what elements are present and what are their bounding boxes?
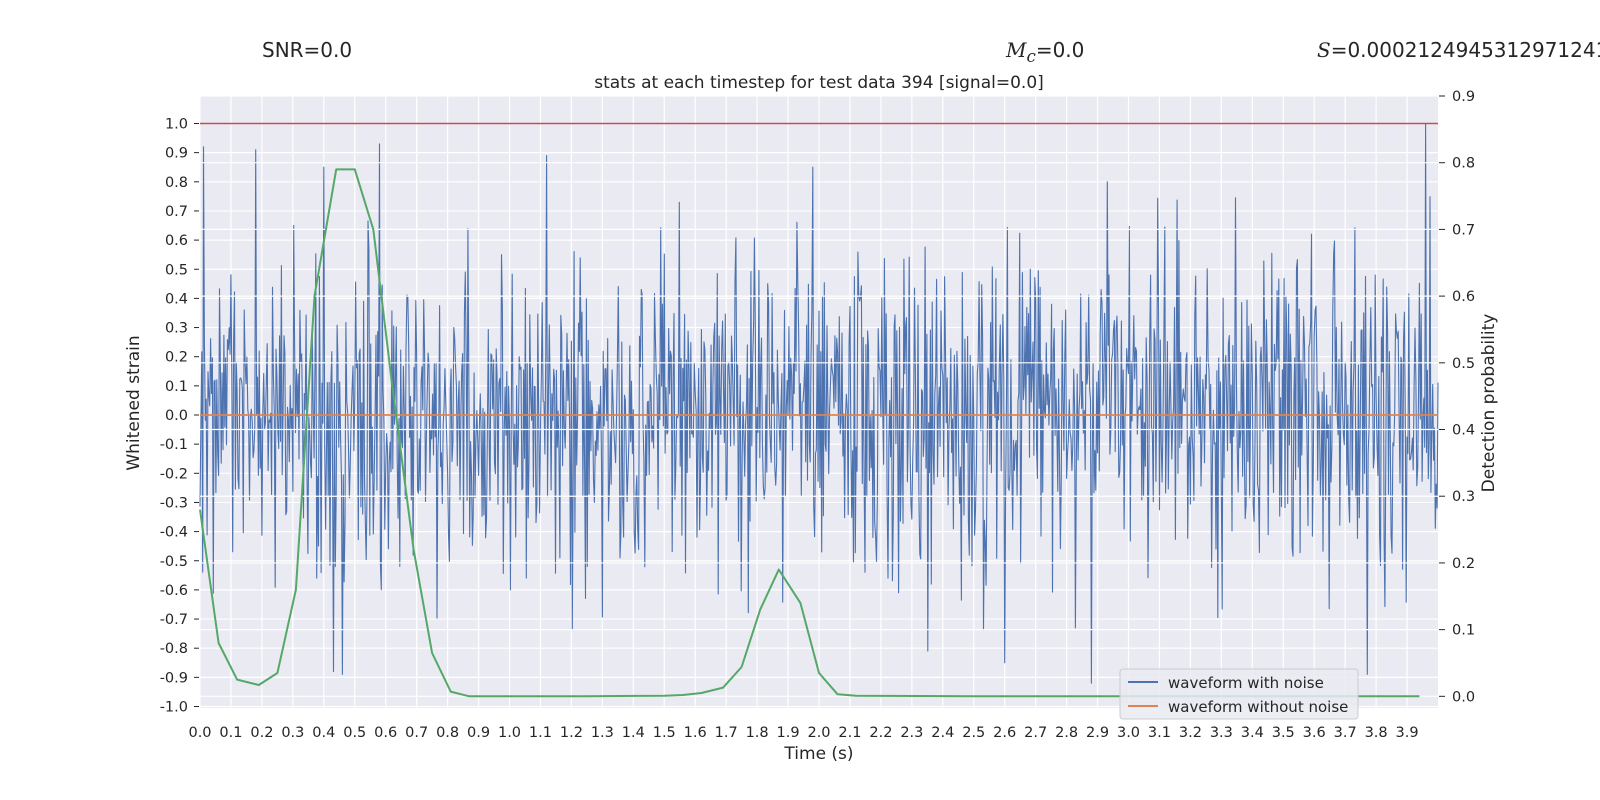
chirp-mass-stat: Mc=0.0: [1006, 38, 1084, 66]
detection-probability-line: [199, 168, 1420, 698]
x-tick-labels: 0.0 0.1 0.2 0.3 0.4 0.5 0.6 0.7 0.8 0.9 1.0 1.1 1.2 1…: [188, 725, 1418, 741]
s-symbol: S: [1317, 38, 1331, 62]
y-tick-label: -0.8: [160, 641, 188, 657]
x-tick-label: 0.1: [219, 725, 242, 741]
x-tick-label: 1.4: [622, 725, 645, 741]
x-tick-label: 2.2: [869, 725, 892, 741]
x-tick-label: 1.8: [746, 725, 769, 741]
x-tick-label: 0.4: [312, 725, 335, 741]
x-tick-label: 3.1: [1148, 725, 1171, 741]
x-tick-label: 2.9: [1086, 725, 1109, 741]
y2-tick-label: 0.7: [1452, 222, 1475, 238]
x-tick-label: 0.8: [436, 725, 459, 741]
y-tick-label: 0.3: [165, 321, 188, 337]
y-tick-label: -0.6: [160, 583, 188, 599]
x-tick-label: 0.5: [343, 725, 366, 741]
y2-tick-label: 0.6: [1452, 289, 1475, 305]
x-tick-label: 3.8: [1365, 725, 1388, 741]
y2-tick-label: 0.1: [1452, 623, 1475, 639]
legend-label-clean: waveform without noise: [1168, 698, 1348, 716]
x-tick-label: 3.5: [1272, 725, 1295, 741]
chirp-mass-value: =0.0: [1035, 38, 1085, 62]
x-tick-label: 3.6: [1303, 725, 1326, 741]
x-tick-label: 1.3: [591, 725, 614, 741]
x-tick-label: 1.9: [777, 725, 800, 741]
legend: waveform with noise waveform without noi…: [1119, 668, 1359, 720]
y-tick-label: 0.1: [165, 379, 188, 395]
x-tick-label: 1.6: [684, 725, 707, 741]
y2-tick-label: 0.8: [1452, 156, 1475, 172]
chirp-mass-symbol: M: [1006, 38, 1027, 62]
x-tick-label: 0.0: [188, 725, 211, 741]
x-tick-label: 1.0: [498, 725, 521, 741]
y2-tick-label: 0.4: [1452, 423, 1475, 439]
chirp-mass-subscript: c: [1026, 47, 1036, 66]
y-tick-label: -0.9: [160, 670, 188, 686]
x-tick-label: 3.9: [1396, 725, 1419, 741]
x-tick-label: 2.6: [993, 725, 1016, 741]
x-tick-label: 3.2: [1179, 725, 1202, 741]
x-tick-label: 1.2: [560, 725, 583, 741]
y2-tick-label: 0.2: [1452, 556, 1475, 572]
x-tick-label: 2.1: [838, 725, 861, 741]
y2-tick-label: 0.5: [1452, 356, 1475, 372]
y2-axis-label: Detection probability: [1479, 314, 1499, 493]
y2-tick-label: 0.0: [1452, 689, 1475, 705]
y-tick-label: 0.5: [165, 262, 188, 278]
s-stat: S=0.00021249453129712417: [1317, 38, 1600, 62]
x-tick-label: 2.5: [962, 725, 985, 741]
y-tick-label: -0.2: [160, 466, 188, 482]
y-tick-label: 0.0: [165, 408, 188, 424]
x-tick-label: 3.4: [1241, 725, 1264, 741]
x-tick-label: 3.3: [1210, 725, 1233, 741]
x-tick-label: 2.4: [931, 725, 954, 741]
legend-box: [1119, 668, 1359, 720]
x-tick-label: 1.5: [653, 725, 676, 741]
y-tick-label: -0.5: [160, 554, 188, 570]
y-tick-label: -0.1: [160, 437, 188, 453]
s-value: =0.00021249453129712417: [1330, 38, 1600, 62]
x-tick-label: 2.8: [1055, 725, 1078, 741]
y2-tick-label: 0.3: [1452, 489, 1475, 505]
y2-tick-label: 0.9: [1452, 89, 1475, 105]
x-tick-label: 0.6: [374, 725, 397, 741]
y-tick-label: 1.0: [165, 117, 188, 133]
legend-label-noise: waveform with noise: [1168, 674, 1324, 692]
y-tick-label: 0.7: [165, 204, 188, 220]
waveform-with-noise-line: [199, 122, 1439, 684]
y-tick-label: 0.8: [165, 175, 188, 191]
x-tick-label: 3.7: [1334, 725, 1357, 741]
x-tick-label: 1.1: [529, 725, 552, 741]
y-tick-label: -0.4: [160, 525, 188, 541]
waveform-with-noise-series: [199, 122, 1439, 684]
x-tick-label: 3.0: [1117, 725, 1140, 741]
x-tick-label: 0.9: [467, 725, 490, 741]
y-tick-label: -0.3: [160, 495, 188, 511]
y-axis-label: Whitened strain: [124, 335, 144, 470]
y-tick-label: -0.7: [160, 612, 188, 628]
chart-title: stats at each timestep for test data 394…: [594, 73, 1044, 93]
grid: [199, 96, 1438, 708]
x-tick-label: 2.3: [900, 725, 923, 741]
y-tick-label: 0.9: [165, 146, 188, 162]
x-axis-label: Time (s): [783, 744, 853, 764]
y-tick-label: 0.6: [165, 233, 188, 249]
y2-tick-labels: 0.9 0.8 0.7 0.6 0.5 0.4 0.3 0.2 0.1 0.0: [1439, 89, 1475, 705]
y-tick-labels: 1.0 0.9 0.8 0.7 0.6 0.5 0.4 0.3 0.2 0.1 0.0 -0.1 -0.…: [160, 117, 199, 716]
y-tick-label: 0.4: [165, 291, 188, 307]
y-tick-label: -1.0: [160, 700, 188, 716]
x-tick-label: 0.7: [405, 725, 428, 741]
x-tick-label: 2.7: [1024, 725, 1047, 741]
snr-stat: SNR=0.0: [262, 38, 353, 62]
x-tick-label: 1.7: [715, 725, 738, 741]
x-tick-label: 2.0: [807, 725, 830, 741]
x-tick-label: 0.3: [281, 725, 304, 741]
y-tick-label: 0.2: [165, 350, 188, 366]
x-tick-label: 0.2: [250, 725, 273, 741]
